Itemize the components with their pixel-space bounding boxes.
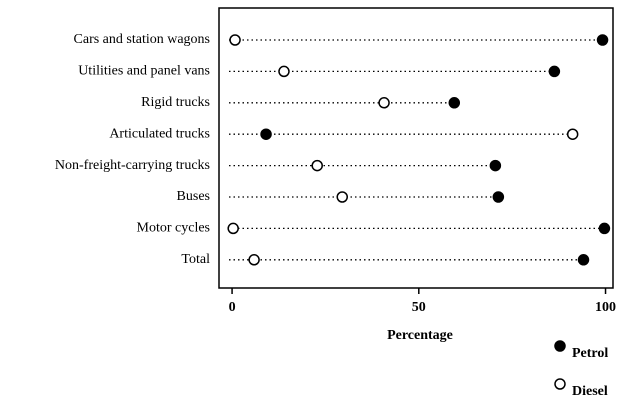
x-tick-label: 50 [412, 300, 426, 315]
dot [492, 191, 505, 203]
y-tick-label: Cars and station wagons [74, 32, 210, 47]
dot [598, 222, 611, 235]
legend-marker [554, 378, 566, 390]
legend-marker [554, 340, 566, 352]
dot [227, 222, 239, 235]
dot [229, 34, 241, 46]
plot-frame [218, 7, 614, 289]
legend-label: Diesel [572, 384, 608, 399]
y-tick-label: Buses [177, 189, 210, 204]
y-tick-label: Rigid trucks [141, 95, 210, 110]
y-tick-label: Non-freight-carrying trucks [55, 158, 210, 173]
dot [378, 97, 390, 109]
y-tick-label: Utilities and panel vans [78, 64, 210, 79]
y-tick-label: Articulated trucks [109, 126, 210, 141]
dot [278, 65, 290, 78]
dot [260, 128, 272, 140]
dot [448, 97, 461, 109]
dot [489, 159, 502, 172]
dot [566, 128, 579, 140]
dot [596, 34, 609, 46]
y-tick-label: Motor cycles [137, 221, 210, 236]
legend-label: Petrol [572, 346, 608, 361]
x-tick-label: 100 [595, 300, 616, 315]
dot [336, 191, 348, 203]
dot [248, 254, 260, 266]
y-tick-label: Total [181, 252, 210, 267]
dot [548, 65, 561, 78]
x-axis-label: Percentage [387, 328, 453, 343]
x-tick-label: 0 [229, 300, 236, 315]
dot [311, 159, 323, 172]
dot [577, 254, 590, 266]
